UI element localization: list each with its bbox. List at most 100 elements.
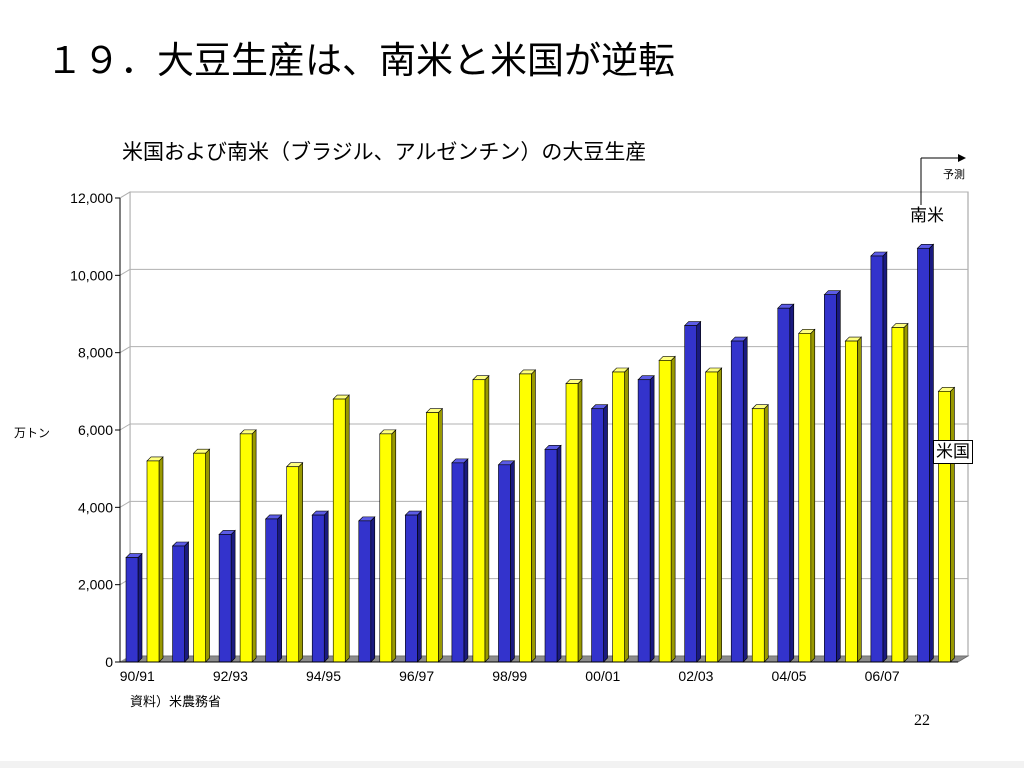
bar-side bbox=[323, 510, 329, 663]
x-tick-label: 92/93 bbox=[213, 668, 248, 684]
y-tick-label: 6,000 bbox=[78, 422, 113, 438]
axes-group: 0 2,000 4,000 6,000 8,000 10,000 12,000 90/91 92… bbox=[70, 190, 958, 684]
gridline-diagonal bbox=[119, 346, 131, 354]
bar-south-america bbox=[683, 320, 702, 663]
bar-south-america bbox=[777, 303, 795, 663]
bar-side bbox=[624, 367, 629, 663]
bar-front bbox=[870, 255, 884, 663]
bar-front bbox=[172, 545, 185, 663]
bar-front bbox=[637, 379, 651, 663]
chart-title: 米国および南米（ブラジル、アルゼンチン）の大豆生産 bbox=[122, 140, 647, 164]
x-tick-label: 94/95 bbox=[306, 668, 341, 684]
bar-side bbox=[484, 375, 490, 663]
bar-south-america bbox=[358, 516, 376, 663]
bar-side bbox=[370, 516, 376, 663]
bar-usa bbox=[844, 336, 863, 663]
y-tick-label: 4,000 bbox=[78, 499, 113, 515]
bar-side bbox=[577, 378, 583, 663]
forecast-label: 予測 bbox=[943, 168, 965, 181]
bar-side bbox=[810, 328, 816, 663]
gridline-diagonal bbox=[119, 500, 131, 508]
bar-front bbox=[311, 514, 325, 663]
bar-usa bbox=[565, 378, 583, 663]
bar-front bbox=[824, 294, 837, 663]
gridline-diagonal bbox=[119, 191, 131, 199]
bar-front bbox=[798, 333, 812, 663]
x-tick-label: 90/91 bbox=[120, 668, 155, 684]
bar-side bbox=[649, 375, 655, 663]
bar-usa bbox=[798, 328, 816, 663]
arrow-right-icon bbox=[958, 154, 966, 162]
bar-side bbox=[251, 429, 257, 663]
bar-south-america bbox=[916, 243, 935, 663]
bar-side bbox=[857, 336, 862, 663]
bar-front bbox=[751, 408, 765, 663]
footer-rule bbox=[0, 761, 1024, 768]
bar-front bbox=[193, 452, 206, 663]
bar-side bbox=[556, 444, 562, 663]
bar-side bbox=[763, 404, 769, 663]
bar-front bbox=[565, 383, 579, 663]
bar-front bbox=[591, 408, 604, 663]
bar-south-america bbox=[451, 458, 469, 663]
bar-side bbox=[298, 462, 303, 663]
bar-south-america bbox=[404, 510, 423, 663]
y-tick-label: 2,000 bbox=[78, 577, 113, 593]
bar-front bbox=[891, 327, 905, 663]
bar-south-america bbox=[171, 541, 190, 663]
bar-front bbox=[332, 398, 346, 663]
bar-front bbox=[218, 534, 232, 663]
y-tick-label: 8,000 bbox=[78, 345, 113, 361]
bar-usa bbox=[192, 448, 211, 663]
bar-side bbox=[184, 541, 189, 663]
bar-front bbox=[265, 518, 278, 663]
bar-front bbox=[405, 514, 418, 663]
bar-front bbox=[777, 307, 791, 663]
x-tick-label: 04/05 bbox=[772, 668, 807, 684]
bar-south-america bbox=[311, 510, 329, 663]
bar-front bbox=[845, 340, 858, 663]
bar-south-america bbox=[823, 289, 842, 663]
bar-side bbox=[277, 514, 282, 663]
bar-side bbox=[438, 407, 443, 663]
bar-side bbox=[836, 289, 841, 663]
bar-front bbox=[658, 360, 672, 663]
bar-front bbox=[286, 466, 299, 663]
bar-usa bbox=[425, 407, 444, 663]
bar-front bbox=[498, 464, 511, 663]
bar-usa bbox=[332, 394, 350, 663]
bar-side bbox=[391, 429, 397, 663]
slide-title: １９．大豆生産は、南米と米国が逆転 bbox=[46, 39, 675, 82]
bar-south-america bbox=[264, 514, 283, 663]
bar-side bbox=[510, 460, 515, 663]
bar-front bbox=[938, 391, 951, 663]
bar-front bbox=[730, 340, 744, 663]
legend-south-america: 南米 bbox=[908, 205, 946, 227]
bar-front bbox=[544, 449, 558, 663]
bar-side bbox=[463, 458, 469, 663]
bar-side bbox=[882, 251, 888, 663]
source-note: 資料）米農務省 bbox=[130, 695, 222, 710]
bar-south-america bbox=[218, 529, 236, 663]
bar-side bbox=[417, 510, 422, 663]
y-tick-label: 0 bbox=[105, 654, 113, 670]
y-tick-label: 10,000 bbox=[70, 267, 113, 283]
bar-south-america bbox=[590, 404, 609, 663]
bars-group bbox=[125, 243, 956, 663]
x-tick-label: 06/07 bbox=[865, 668, 900, 684]
bar-side bbox=[903, 322, 909, 663]
bar-south-america bbox=[544, 444, 562, 663]
bar-front bbox=[451, 462, 465, 663]
bar-front bbox=[146, 460, 160, 663]
bar-front bbox=[125, 557, 139, 663]
bar-side bbox=[158, 456, 164, 663]
bar-side bbox=[950, 386, 955, 663]
bar-side bbox=[742, 336, 748, 663]
bar-front bbox=[684, 325, 697, 663]
bar-usa bbox=[239, 429, 257, 663]
bar-front bbox=[239, 433, 253, 663]
bar-south-america bbox=[497, 460, 516, 663]
x-tick-label: 98/99 bbox=[492, 668, 527, 684]
bar-side bbox=[696, 320, 701, 663]
